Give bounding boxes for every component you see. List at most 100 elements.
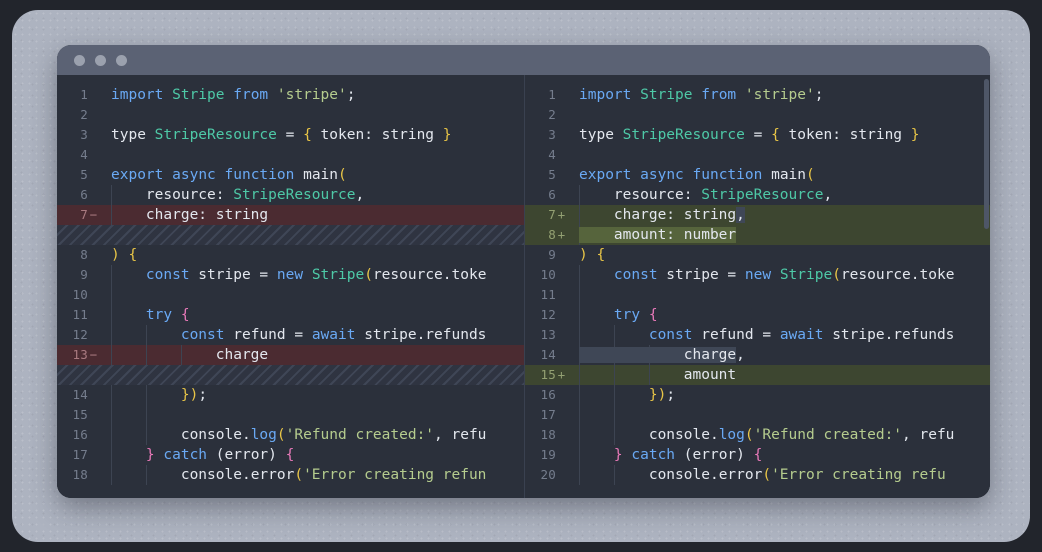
line-number: 12 [540,307,556,322]
code-row[interactable]: 5 export async function main( [57,165,524,185]
code-token: from [701,87,737,103]
code-row[interactable]: 1 import Stripe from 'stripe'; [57,85,524,105]
code-text: import Stripe from 'stripe'; [103,85,524,105]
code-row[interactable]: 8) { [57,245,524,265]
code-token: catch [631,447,676,463]
code-token: token: string [779,127,911,143]
code-token: (error) [675,447,754,463]
code-token: } [648,387,658,403]
line-number: 12 [72,327,88,342]
code-text: console.log('Refund created:', refu [103,425,524,445]
code-row[interactable]: 7− charge: string [57,205,524,225]
code-row[interactable]: 18 console.error('Error creating refun [57,465,524,485]
code-row[interactable]: 13− charge [57,345,524,365]
line-number: 18 [540,427,556,442]
code-token: import [111,87,173,103]
code-text [571,145,990,165]
code-row[interactable]: 17 [525,405,990,425]
code-token: ; [814,87,824,103]
code-token: const [648,327,693,343]
code-token: } [442,127,452,143]
code-token: StripeResource [701,187,824,203]
code-row[interactable]: 10 const stripe = new Stripe(resource.to… [525,265,990,285]
code-token: stripe.refunds [355,327,487,343]
code-row[interactable]: 3 type StripeResource = { token: string } [57,125,524,145]
code-token: StripeResource [622,127,745,143]
line-number: 2 [80,107,88,122]
code-row[interactable]: 6 resource: StripeResource, [525,185,990,205]
line-number: 3 [80,127,88,142]
vertical-scrollbar[interactable] [983,75,990,498]
code-row[interactable]: 8 + amount: number [525,225,990,245]
diff-pane-original[interactable]: 1 import Stripe from 'stripe'; 2 3 type Stri… [57,75,524,498]
code-text: try { [571,305,990,325]
code-token: charge: string [111,207,269,223]
code-row[interactable]: 10 [57,285,524,305]
code-token: charge [111,347,269,363]
code-token: ) [657,387,667,403]
code-token: 'Refund created:' [753,427,903,443]
zoom-dot-icon[interactable] [116,54,127,66]
code-row[interactable]: 15 + amount [525,365,990,385]
code-row[interactable]: 15 [57,405,524,425]
code-row[interactable]: 4 [57,145,524,165]
code-token: async [172,167,216,183]
line-number: 6 [548,187,556,202]
code-token: amount: number [579,227,737,243]
code-row[interactable]: 20 console.error('Error creating refu [525,465,990,485]
line-number: 5 [548,167,556,182]
code-token [684,167,693,183]
diff-pane-modified[interactable]: 1 import Stripe from 'stripe'; 2 3 type Stri… [524,75,990,498]
code-row[interactable]: 12 try { [525,305,990,325]
code-row[interactable]: 12 const refund = await stripe.refunds [57,325,524,345]
line-number: 5 [80,167,88,182]
minimize-dot-icon[interactable] [95,54,106,66]
diff-sign: + [557,207,566,222]
code-token: const [145,267,190,283]
code-token: , [355,187,365,203]
code-row[interactable]: 14 charge, [525,345,990,365]
code-row[interactable]: 6 resource: StripeResource, [57,185,524,205]
code-row[interactable]: 14 }); [57,385,524,405]
code-token: ) [189,387,199,403]
code-row[interactable]: 9) { [525,245,990,265]
line-number: 14 [72,387,88,402]
diff-filler-row[interactable] [57,365,524,385]
code-row[interactable]: 18 console.log('Refund created:', refu [525,425,990,445]
diff-sign: + [557,227,566,242]
code-token: ( [338,167,347,183]
code-row[interactable]: 2 [57,105,524,125]
code-row[interactable]: 9 const stripe = new Stripe(resource.tok… [57,265,524,285]
scrollbar-thumb[interactable] [984,79,989,229]
code-row[interactable]: 7 + charge: string, [525,205,990,225]
code-token: console. [111,427,251,443]
line-number: 11 [540,287,556,302]
code-token: log [250,427,277,443]
code-row[interactable]: 2 [525,105,990,125]
code-token: 'Error creating refun [303,467,487,483]
code-row[interactable]: 1 import Stripe from 'stripe'; [525,85,990,105]
code-token: async [640,167,684,183]
code-token: { [753,447,763,463]
code-row[interactable]: 13 const refund = await stripe.refunds [525,325,990,345]
close-dot-icon[interactable] [74,54,85,66]
code-row[interactable]: 19 } catch (error) { [525,445,990,465]
line-number: 8 [80,247,88,262]
code-lines-original: 1 import Stripe from 'stripe'; 2 3 type Stri… [57,75,524,485]
code-text: ) { [571,245,990,265]
code-text: } catch (error) { [571,445,990,465]
code-token: type [579,127,623,143]
code-row[interactable]: 11 [525,285,990,305]
diff-filler-row[interactable] [57,225,524,245]
code-row[interactable]: 5 export async function main( [525,165,990,185]
code-row[interactable]: 3 type StripeResource = { token: string } [525,125,990,145]
code-row[interactable]: 11 try { [57,305,524,325]
code-token: await [779,327,824,343]
code-token: ; [198,387,208,403]
code-text [571,405,990,425]
code-text: charge, [571,345,990,365]
code-row[interactable]: 16 console.log('Refund created:', refu [57,425,524,445]
code-row[interactable]: 4 [525,145,990,165]
code-row[interactable]: 17 } catch (error) { [57,445,524,465]
code-row[interactable]: 16 }); [525,385,990,405]
